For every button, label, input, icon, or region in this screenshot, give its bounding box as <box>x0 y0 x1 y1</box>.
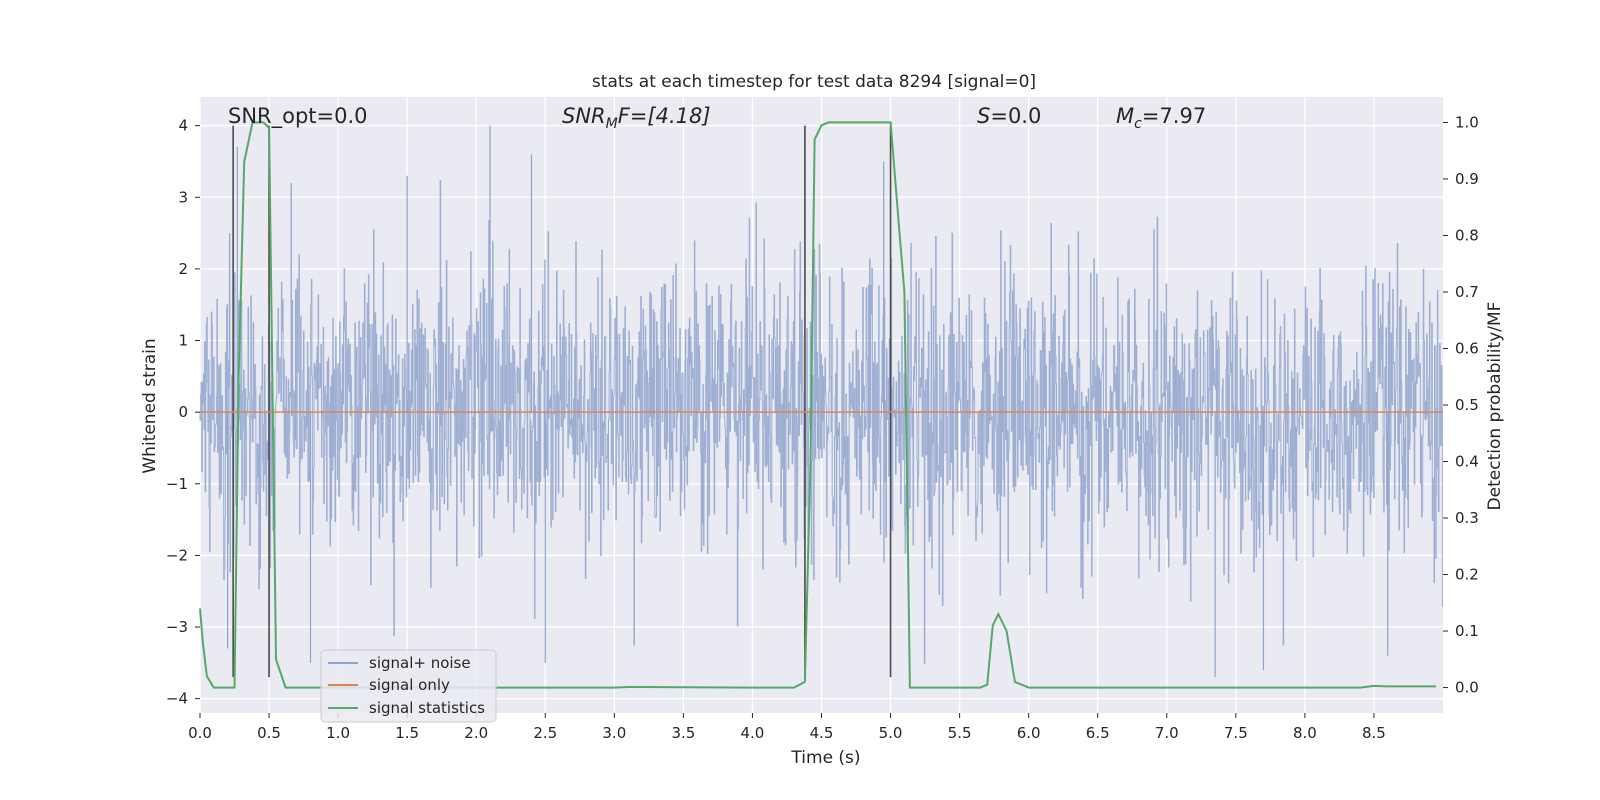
y-tick-label: 2 <box>178 260 188 278</box>
y-right-tick-label: 0.7 <box>1455 283 1479 301</box>
line-series <box>199 121 1443 689</box>
x-tick-label: 5.5 <box>948 724 972 742</box>
x-tick-label: 6.5 <box>1086 724 1110 742</box>
y-right-tick-label: 0.3 <box>1455 509 1479 527</box>
annotation-mc: Mc=7.97 <box>1116 104 1206 132</box>
series-signal-statistics-line <box>199 121 1437 689</box>
y-tick-label: 0 <box>178 403 188 421</box>
y-right-tick-label: 0.0 <box>1455 679 1479 697</box>
y-tick-label: 3 <box>178 188 188 206</box>
annotation-snr-opt: SNR_opt=0.0 <box>228 104 368 129</box>
x-tick-label: 2.0 <box>464 724 488 742</box>
y-tick-label: 4 <box>178 117 188 135</box>
legend-label-signal-noise: signal+ noise <box>369 654 471 672</box>
x-tick-label: 7.5 <box>1224 724 1248 742</box>
annotation-snr-mf: SNRMF=[4.18] <box>562 104 711 132</box>
mc-symbol: M <box>1116 104 1134 128</box>
x-tick-label: 8.0 <box>1293 724 1317 742</box>
x-tick-label: 4.0 <box>741 724 765 742</box>
x-tick-label: 6.0 <box>1017 724 1041 742</box>
mc-subscript: c <box>1134 116 1142 132</box>
x-tick-label: 3.5 <box>671 724 695 742</box>
y-right-tick-label: 0.6 <box>1455 339 1479 357</box>
x-tick-label: 0.5 <box>257 724 281 742</box>
s-symbol: S <box>977 104 990 128</box>
legend-frame <box>320 649 497 723</box>
y-tick-label: −1 <box>166 475 188 493</box>
s-value: =0.0 <box>990 104 1041 128</box>
y-tick-label: −4 <box>166 690 188 708</box>
y-axis-label-right: Detection probability/MF <box>1485 302 1505 511</box>
vertical-markers <box>232 125 892 678</box>
x-tick-label: 3.0 <box>602 724 626 742</box>
annotation-s: S=0.0 <box>977 104 1041 128</box>
legend-label-signal-only: signal only <box>369 676 450 694</box>
legend-label-signal-statistics: signal statistics <box>369 699 485 717</box>
tick-labels: 0.0 0.5 1.0 1.5 2.0 2.5 3.0 3.5 4.0 4.5 5.0 5.5 6.0 6… <box>166 113 1479 742</box>
x-axis-label: Time (s) <box>790 748 860 768</box>
snr-mf-value: F=[4.18] <box>618 104 711 128</box>
y-right-tick-label: 0.9 <box>1455 170 1479 188</box>
x-tick-label: 0.0 <box>188 724 212 742</box>
y-tick-label: 1 <box>178 332 188 350</box>
y-axis-label: Whitened strain <box>140 338 160 473</box>
mc-value: =7.97 <box>1142 104 1206 128</box>
y-right-tick-label: 1.0 <box>1455 113 1479 131</box>
x-tick-label: 1.0 <box>326 724 350 742</box>
chart-legend: signal+ noise signal only signal statist… <box>320 649 497 723</box>
y-tick-label: −2 <box>166 546 188 564</box>
signal-noise-series <box>199 125 1443 678</box>
snr-mf-symbol: SNR <box>562 104 606 128</box>
x-tick-label: 8.5 <box>1362 724 1386 742</box>
x-tick-label: 1.5 <box>395 724 419 742</box>
x-tick-label: 4.5 <box>810 724 834 742</box>
y-right-tick-label: 0.5 <box>1455 396 1479 414</box>
snr-mf-subscript: M <box>606 116 618 132</box>
x-tick-label: 7.0 <box>1155 724 1179 742</box>
y-right-tick-label: 0.1 <box>1455 622 1479 640</box>
y-right-tick-label: 0.2 <box>1455 566 1479 584</box>
y-tick-label: −3 <box>166 618 188 636</box>
series-signal-noise-trace <box>199 180 1443 664</box>
x-tick-label: 5.0 <box>879 724 903 742</box>
y-right-tick-label: 0.8 <box>1455 226 1479 244</box>
y-right-tick-label: 0.4 <box>1455 453 1479 471</box>
chart-title: stats at each timestep for test data 829… <box>592 72 1036 92</box>
x-tick-label: 2.5 <box>533 724 557 742</box>
